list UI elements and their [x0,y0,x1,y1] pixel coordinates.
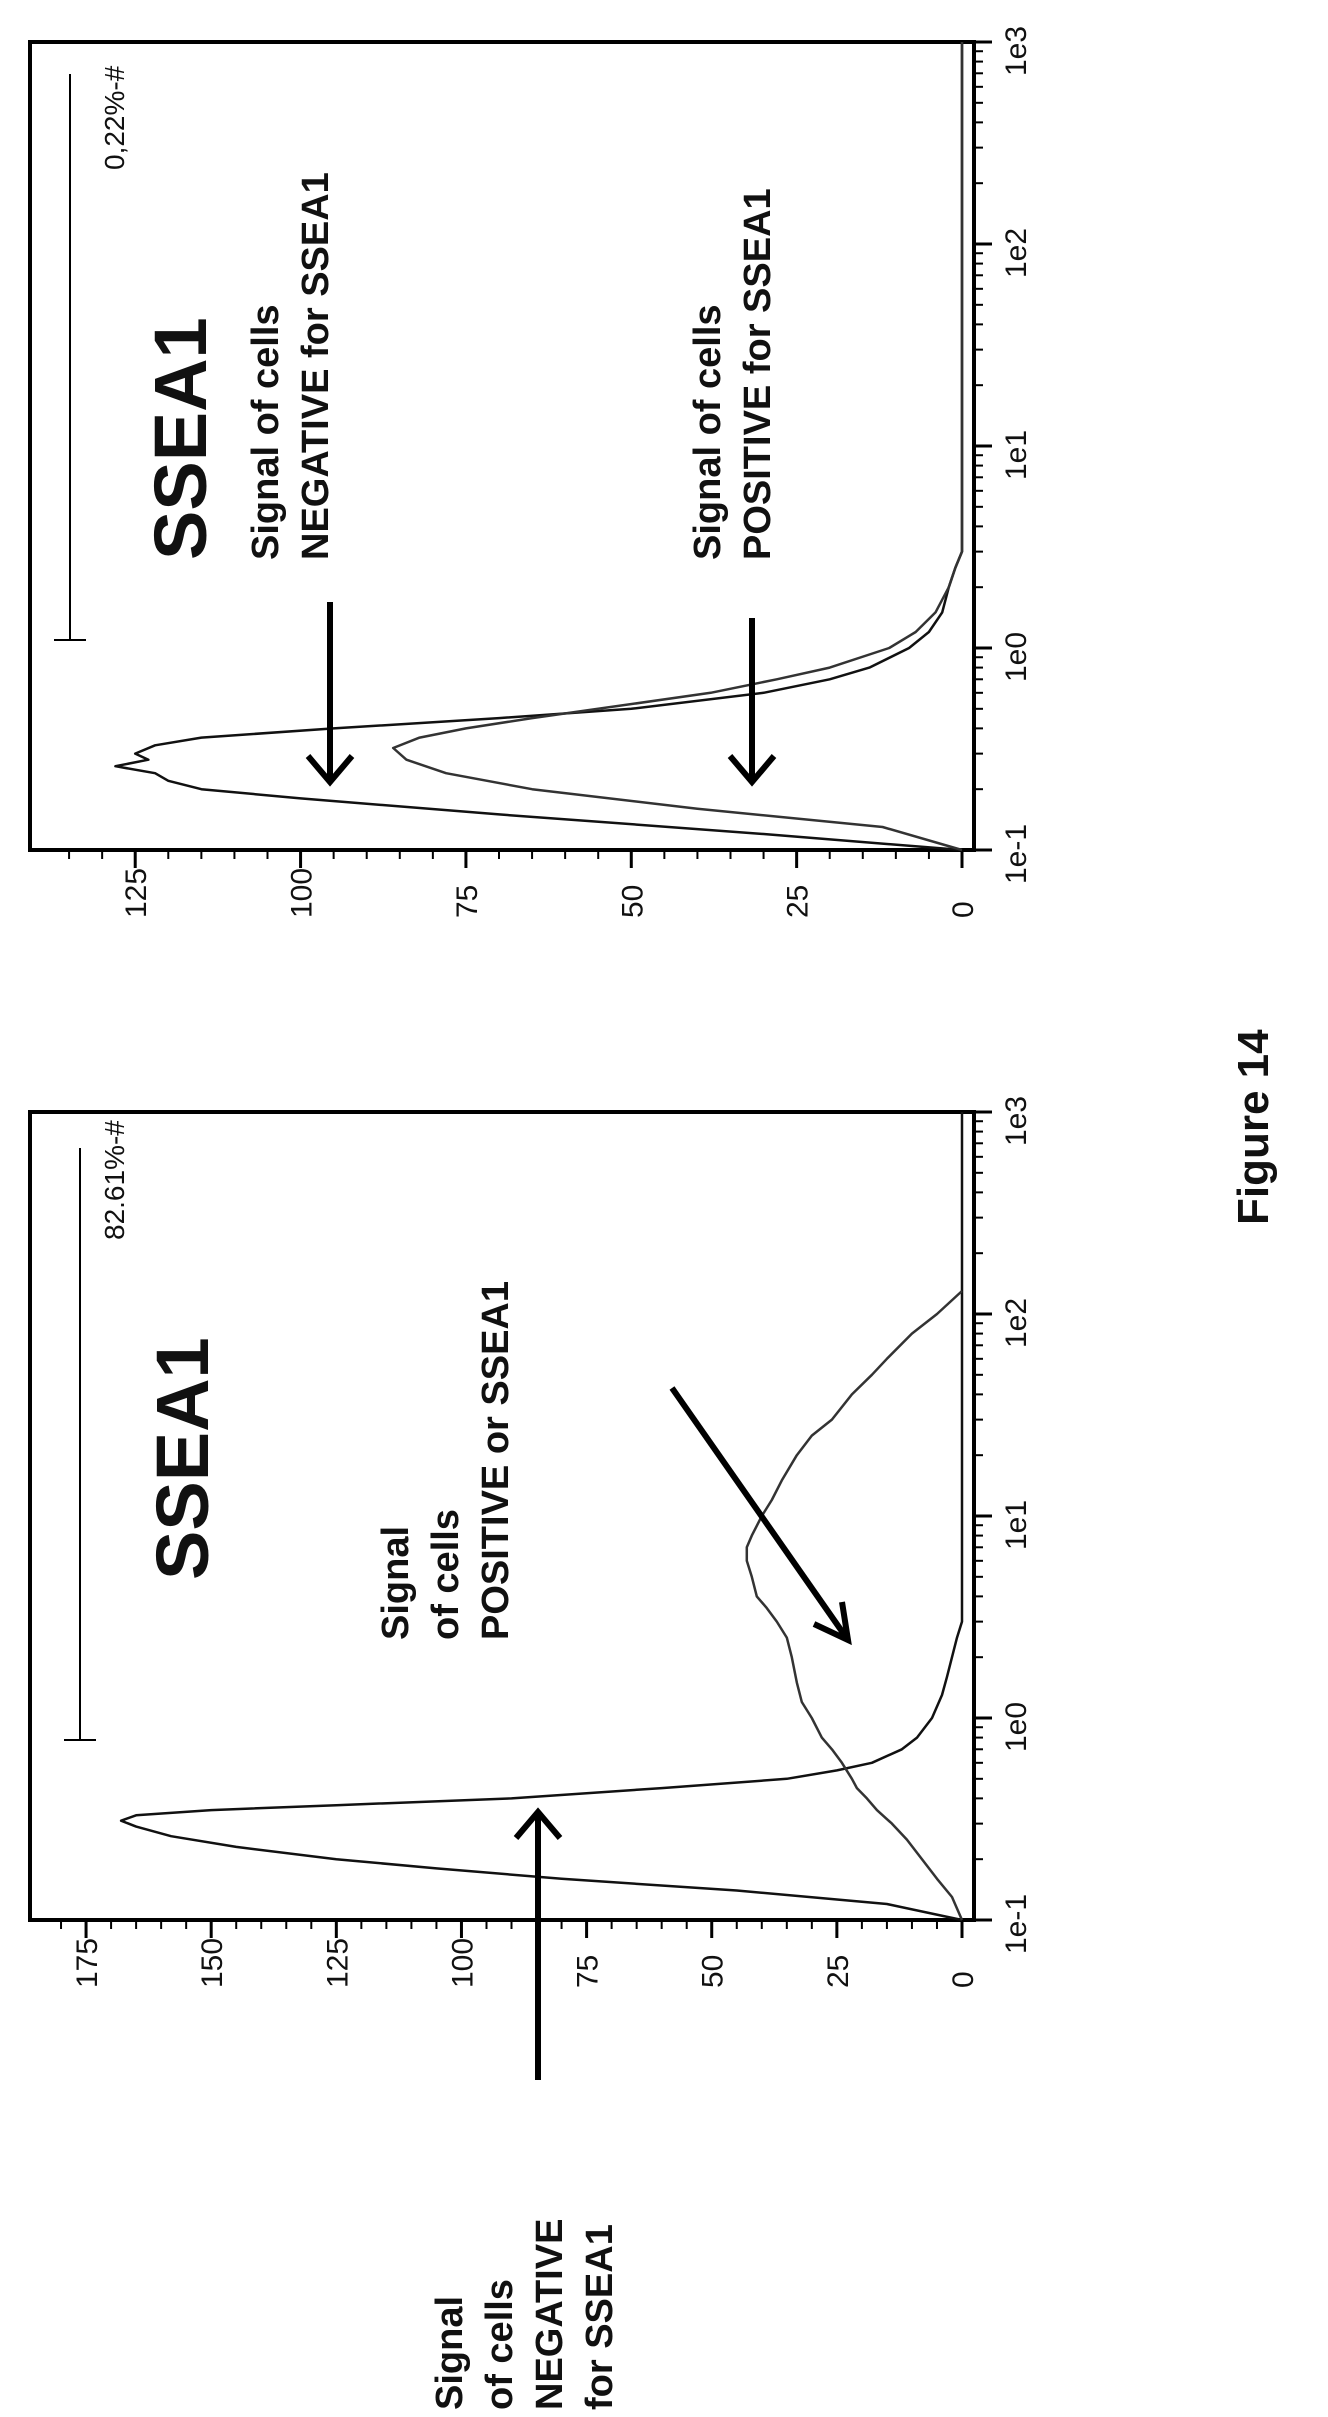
left-x-axis: 1e-1 1e0 1e1 1e2 1e3 [974,1096,1033,1954]
figure-label: Figure 14 [1229,1029,1278,1225]
right-upper-line-1: Signal of cells [245,304,287,560]
right-x-tick-label: 1e-1 [1000,824,1033,884]
right-lower-line-2: POSITIVE for SSEA1 [737,188,779,560]
left-outside-line-1: Signal [429,2296,471,2410]
left-inside-annotation: Signal of cells POSITIVE or SSEA1 [375,1281,517,1640]
right-series-1-line [114,42,964,852]
left-y-tick-label: 125 [321,1938,354,1988]
left-inside-line-3: POSITIVE or SSEA1 [475,1281,517,1640]
left-gate-bar [64,1148,96,1741]
right-y-tick-label: 25 [782,885,815,918]
left-outside-line-4: for SSEA1 [579,2224,621,2410]
left-x-tick-label: 1e1 [1000,1500,1033,1550]
left-x-tick-label: 1e2 [1000,1298,1033,1348]
right-y-tick-label: 0 [947,901,980,918]
left-arrow-diagonal [669,1386,852,1646]
left-arrow-up [513,1807,563,2080]
left-inside-line-2: of cells [425,1509,467,1640]
right-arrow-lower [727,618,777,787]
left-y-tick-label: 25 [822,1955,855,1988]
right-x-tick-label: 1e3 [1000,26,1033,76]
right-y-tick-label: 75 [451,885,484,918]
right-gate-bar [54,74,86,641]
right-series-2-line [391,42,964,852]
right-lower-line-1: Signal of cells [687,304,729,560]
right-x-tick-label: 1e2 [1000,228,1033,278]
left-y-tick-label: 75 [572,1955,605,1988]
right-chart: 1e-1 1e0 1e1 1e2 1e3 0 25 50 75 100 125 0,22%-# S… [28,26,1033,918]
right-x-tick-label: 1e1 [1000,430,1033,480]
left-y-tick-label: 150 [196,1938,229,1988]
left-gate-label: 82.61%-# [99,1120,130,1240]
right-y-axis: 0 25 50 75 100 125 [68,850,980,918]
left-series-1-line [119,1112,964,1922]
left-y-tick-label: 50 [697,1955,730,1988]
right-upper-line-2: NEGATIVE for SSEA1 [295,172,337,560]
left-y-axis: 0 25 50 75 100 125 150 175 [60,1920,980,1988]
right-x-axis: 1e-1 1e0 1e1 1e2 1e3 [974,26,1033,884]
left-chart: 1e-1 1e0 1e1 1e2 1e3 0 25 50 75 100 125 150 175 82.… [28,1096,1033,2410]
right-y-tick-label: 125 [120,868,153,918]
right-x-tick-label: 1e0 [1000,632,1033,682]
right-arrow-upper [305,602,355,787]
left-x-tick-label: 1e3 [1000,1096,1033,1146]
right-gate-label: 0,22%-# [99,65,130,170]
left-curves [119,1112,964,1922]
left-y-tick-label: 0 [947,1971,980,1988]
left-marker-label: SSEA1 [141,1337,224,1580]
left-outside-annotation: Signal of cells NEGATIVE for SSEA1 [429,2219,621,2410]
left-x-tick-label: 1e0 [1000,1702,1033,1752]
left-y-tick-label: 100 [446,1938,479,1988]
right-curves [114,42,964,852]
right-y-tick-label: 50 [616,885,649,918]
left-outside-line-2: of cells [479,2279,521,2410]
left-series-2-line [745,1290,964,1921]
left-y-tick-label: 175 [71,1938,104,1988]
right-marker-label: SSEA1 [139,317,222,560]
left-x-tick-label: 1e-1 [1000,1894,1033,1954]
right-y-tick-label: 100 [286,868,319,918]
left-inside-line-1: Signal [375,1526,417,1640]
right-upper-annotation: Signal of cells NEGATIVE for SSEA1 [245,172,337,560]
left-outside-line-3: NEGATIVE [529,2219,571,2410]
right-lower-annotation: Signal of cells POSITIVE for SSEA1 [687,188,779,560]
